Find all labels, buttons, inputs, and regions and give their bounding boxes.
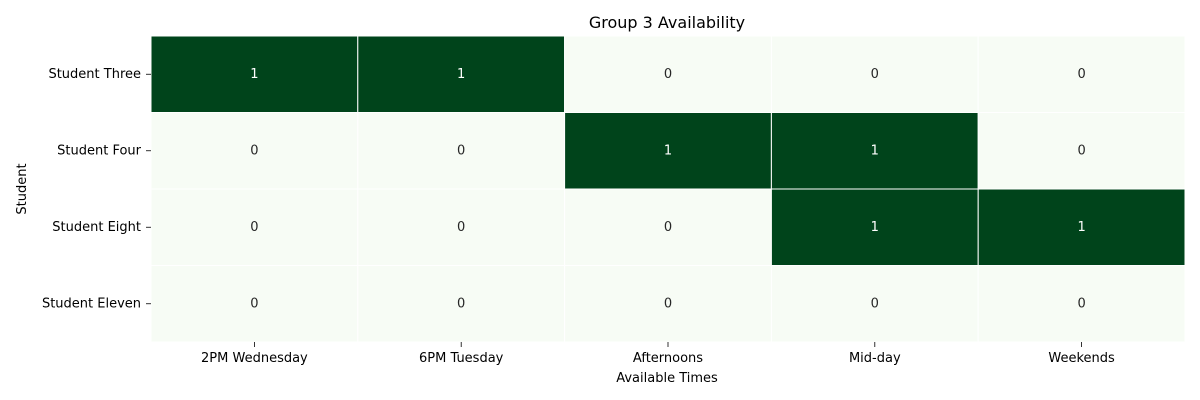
heatmap-cell [357,188,566,266]
heatmap-cell [977,265,1186,343]
x-tick-label: 2PM Wednesday [201,351,308,366]
cell-value-label: 0 [250,296,258,311]
heatmap-cell [770,188,979,266]
heatmap-cell [564,35,772,113]
cell-value-label: 0 [250,143,258,158]
heatmap-cell [564,188,772,266]
heatmap-cell [150,35,359,113]
cell-value-label: 0 [664,67,672,82]
heatmap-cell [564,265,772,343]
x-tick-label: 6PM Tuesday [419,351,504,366]
cell-value-label: 1 [250,67,258,82]
cell-value-label: 1 [1077,220,1085,235]
cell-value-label: 0 [1077,143,1085,158]
cell-value-label: 0 [457,143,465,158]
heatmap-cell [357,265,566,343]
heatmap-cell [357,35,566,113]
heatmap-cell [770,265,979,343]
heatmap-cell [977,35,1186,113]
heatmap-cell [150,112,359,190]
cell-value-label: 1 [457,67,465,82]
heatmap-cells: 1 1 0 0 0 0 0 1 1 0 0 0 0 1 1 0 0 0 0 0 [150,35,1186,343]
cell-value-label: 0 [871,296,879,311]
heatmap-cell [977,112,1186,190]
y-axis-label: Student [15,163,30,214]
cell-value-label: 0 [664,296,672,311]
cell-value-label: 0 [250,220,258,235]
y-tick-label: Student Eight [52,220,141,235]
cell-value-label: 0 [457,296,465,311]
heatmap-cell [977,188,1186,266]
cell-value-label: 0 [1077,67,1085,82]
cell-value-label: 1 [871,143,879,158]
heatmap-cell [770,35,979,113]
y-tick-label: Student Eleven [42,296,141,311]
cell-value-label: 0 [664,220,672,235]
cell-value-label: 0 [871,67,879,82]
cell-value-label: 1 [664,143,672,158]
x-tick-label: Afternoons [633,351,703,366]
x-axis-label: Available Times [616,371,718,386]
y-axis: Student Three Student Four Student Eight St… [42,67,151,311]
y-tick-label: Student Four [57,143,142,158]
y-tick-label: Student Three [48,67,141,82]
x-tick-label: Weekends [1048,351,1115,366]
cell-value-label: 1 [871,220,879,235]
cell-value-label: 0 [457,220,465,235]
cell-value-label: 0 [1077,296,1085,311]
heatmap-cell [564,112,772,190]
x-axis: 2PM Wednesday 6PM Tuesday Afternoons Mid-da… [201,342,1115,366]
chart-title: Group 3 Availability [589,13,745,32]
x-tick-label: Mid-day [849,351,901,366]
